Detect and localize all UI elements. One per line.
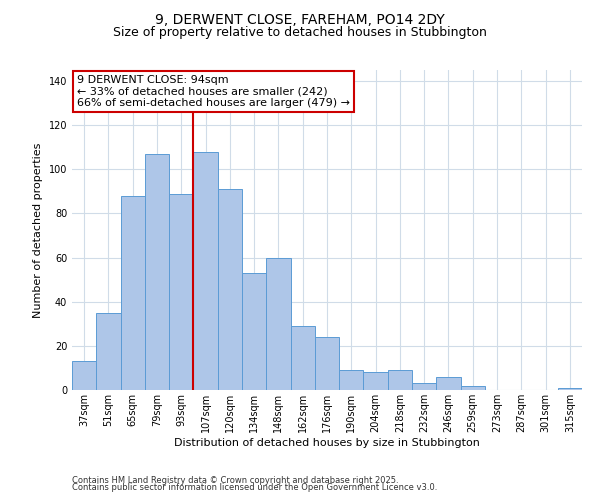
Bar bbox=[72, 362, 96, 390]
Bar bbox=[242, 273, 266, 390]
Bar bbox=[193, 152, 218, 390]
Text: Size of property relative to detached houses in Stubbington: Size of property relative to detached ho… bbox=[113, 26, 487, 39]
Bar bbox=[388, 370, 412, 390]
Bar bbox=[412, 384, 436, 390]
Bar bbox=[339, 370, 364, 390]
Bar bbox=[315, 337, 339, 390]
Bar bbox=[145, 154, 169, 390]
Text: 9 DERWENT CLOSE: 94sqm
← 33% of detached houses are smaller (242)
66% of semi-de: 9 DERWENT CLOSE: 94sqm ← 33% of detached… bbox=[77, 75, 350, 108]
Text: Contains public sector information licensed under the Open Government Licence v3: Contains public sector information licen… bbox=[72, 484, 437, 492]
Bar bbox=[266, 258, 290, 390]
Y-axis label: Number of detached properties: Number of detached properties bbox=[33, 142, 43, 318]
X-axis label: Distribution of detached houses by size in Stubbington: Distribution of detached houses by size … bbox=[174, 438, 480, 448]
Bar bbox=[96, 313, 121, 390]
Bar bbox=[364, 372, 388, 390]
Text: Contains HM Land Registry data © Crown copyright and database right 2025.: Contains HM Land Registry data © Crown c… bbox=[72, 476, 398, 485]
Bar bbox=[436, 377, 461, 390]
Bar bbox=[218, 189, 242, 390]
Bar bbox=[290, 326, 315, 390]
Text: 9, DERWENT CLOSE, FAREHAM, PO14 2DY: 9, DERWENT CLOSE, FAREHAM, PO14 2DY bbox=[155, 12, 445, 26]
Bar bbox=[121, 196, 145, 390]
Bar bbox=[169, 194, 193, 390]
Bar bbox=[558, 388, 582, 390]
Bar bbox=[461, 386, 485, 390]
